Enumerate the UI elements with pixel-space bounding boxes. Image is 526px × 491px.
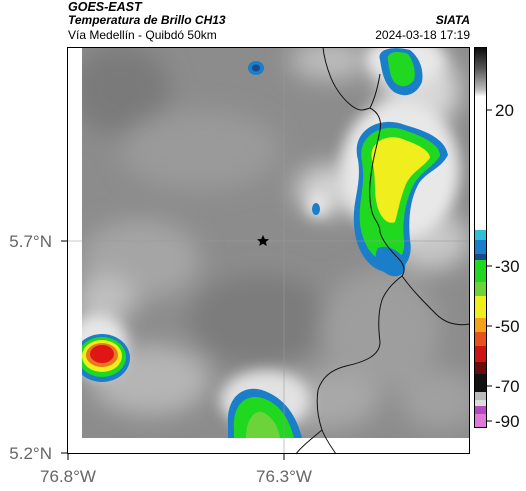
cold-cell-south <box>227 388 302 438</box>
map-gridlines <box>67 47 470 454</box>
location-star-icon[interactable] <box>257 235 269 246</box>
brightness-field <box>82 47 470 438</box>
colorbar-label: -70 <box>495 377 520 396</box>
lat-tick-label: 5.7°N <box>9 232 52 251</box>
colorbar-label: -90 <box>495 412 520 431</box>
map-frame <box>67 47 470 454</box>
lon-tick-label: 76.8°W <box>40 467 96 486</box>
axis-ticks <box>61 240 285 460</box>
route-subtitle: Vía Medellín - Quibdó 50km <box>68 28 217 42</box>
product-title: Temperatura de Brillo CH13 <box>68 13 226 27</box>
satellite-title: GOES-EAST <box>68 0 142 14</box>
timestamp-label: 2024-03-18 17:19 <box>375 28 470 42</box>
department-boundaries <box>295 46 471 455</box>
org-label: SIATA <box>435 13 470 27</box>
colorbar <box>474 47 492 454</box>
colorbar-label: 20 <box>495 101 514 120</box>
colorbar-label: -30 <box>495 257 520 276</box>
lon-tick-label: 76.3°W <box>256 467 312 486</box>
colorbar-label: -50 <box>495 317 520 336</box>
cold-cell-west <box>82 334 130 382</box>
cold-cell-north <box>248 61 264 75</box>
lat-tick-label: 5.2°N <box>9 444 52 463</box>
